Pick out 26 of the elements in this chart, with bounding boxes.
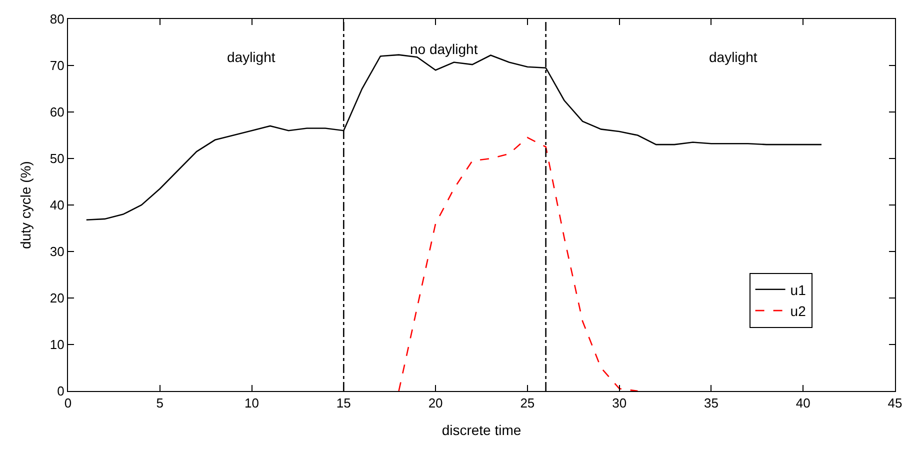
x-tick-label: 30: [612, 396, 627, 411]
y-tick-label: 40: [50, 198, 64, 213]
y-axis-title: duty cycle (%): [18, 161, 34, 249]
annotation: no daylight: [410, 41, 478, 57]
x-tick-label: 20: [428, 396, 443, 411]
y-tick-label: 10: [50, 337, 64, 352]
line-series: [398, 136, 638, 391]
y-tick-label: 30: [50, 244, 64, 260]
x-tick-label: 25: [520, 396, 535, 411]
y-tick-label: 0: [57, 384, 64, 399]
legend-label: u2: [790, 303, 806, 320]
x-tick-label: 40: [796, 396, 810, 411]
y-tick-label: 80: [50, 12, 64, 27]
annotation: daylight: [709, 49, 758, 65]
x-tick-label: 10: [244, 396, 260, 411]
x-tick-label: 15: [336, 396, 351, 411]
x-tick-label: 5: [156, 396, 164, 411]
x-tick-label: 45: [888, 396, 902, 411]
annotation: daylight: [227, 49, 276, 65]
x-tick-label: 35: [704, 396, 718, 411]
legend-label: u1: [790, 282, 806, 298]
y-tick-label: 20: [50, 290, 64, 306]
y-tick-label: 50: [50, 151, 64, 166]
x-axis-title: discrete time: [442, 422, 522, 438]
y-tick-label: 70: [50, 58, 64, 74]
y-tick-label: 60: [50, 104, 64, 120]
